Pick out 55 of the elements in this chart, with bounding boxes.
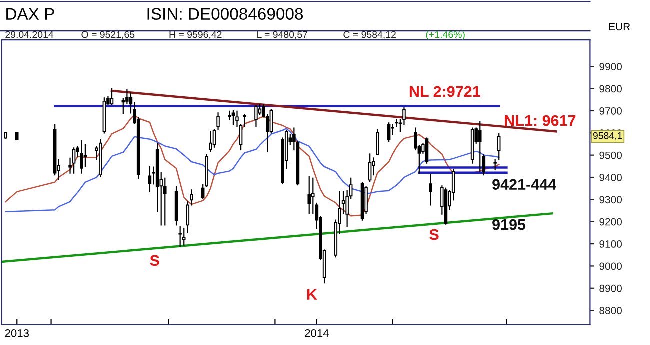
- candlestick: [482, 154, 486, 176]
- y-tick-label: 9300: [600, 196, 622, 204]
- annotation: 9584,1: [593, 132, 622, 140]
- chart-title: DAX P: [6, 8, 54, 20]
- candlestick: [209, 131, 212, 152]
- y-tick-label: 8800: [600, 307, 622, 314]
- annotation: NL1: 9617: [505, 115, 576, 126]
- y-tick-label: 9900: [600, 63, 622, 71]
- candlestick: [110, 88, 114, 106]
- candlestick: [243, 114, 246, 128]
- y-tick-label: 9400: [600, 174, 622, 182]
- candlestick: [308, 176, 311, 214]
- candlestick: [387, 122, 391, 142]
- candlestick: [497, 133, 501, 160]
- candlestick: [414, 128, 418, 151]
- candlestick: [494, 159, 497, 171]
- candlestick: [368, 154, 372, 182]
- annotation: 9195: [492, 219, 526, 230]
- text: H = 9596,42: [170, 31, 222, 40]
- annotation: NL 2:9721: [410, 86, 480, 98]
- annotation: S: [430, 229, 439, 240]
- candlestick: [72, 148, 76, 174]
- y-axis-title: EUR: [609, 23, 630, 31]
- text: L = 9480,57: [258, 31, 308, 40]
- x-tick-label: 2013: [5, 329, 29, 338]
- annotation: K: [307, 289, 318, 300]
- candlestick: [429, 174, 432, 206]
- candlestick: [182, 228, 186, 246]
- candlestick: [270, 109, 274, 134]
- candlestick: [312, 178, 315, 214]
- annotation: 9421-444: [492, 179, 557, 190]
- y-tick-label: 8900: [600, 284, 622, 292]
- y-tick-label: 9700: [600, 107, 622, 115]
- text: 29.04.2014: [6, 31, 54, 38]
- y-tick-label: 9800: [600, 85, 622, 93]
- candlestick: [425, 138, 429, 164]
- candlestick: [232, 110, 236, 126]
- candlestick: [254, 105, 258, 128]
- candlestick: [201, 184, 205, 200]
- chart-subtitle: ISIN: DE0008469008: [148, 8, 304, 20]
- candlestick: [148, 166, 152, 192]
- y-tick-label: 9200: [600, 218, 622, 226]
- candlestick: [80, 140, 84, 174]
- text: C = 9584,12: [344, 31, 396, 40]
- annotation: (+1.46%): [426, 31, 465, 40]
- y-tick-label: 9500: [600, 152, 622, 160]
- candlestick: [178, 226, 182, 248]
- text: O = 9521,65: [82, 31, 135, 40]
- candlestick: [478, 121, 482, 172]
- x-tick-label: 2014: [305, 329, 329, 338]
- candlestick: [376, 129, 380, 156]
- y-tick-label: 9100: [600, 240, 622, 248]
- y-tick-label: 9000: [600, 262, 622, 270]
- candlestick: [84, 144, 88, 168]
- annotation: S: [150, 255, 160, 266]
